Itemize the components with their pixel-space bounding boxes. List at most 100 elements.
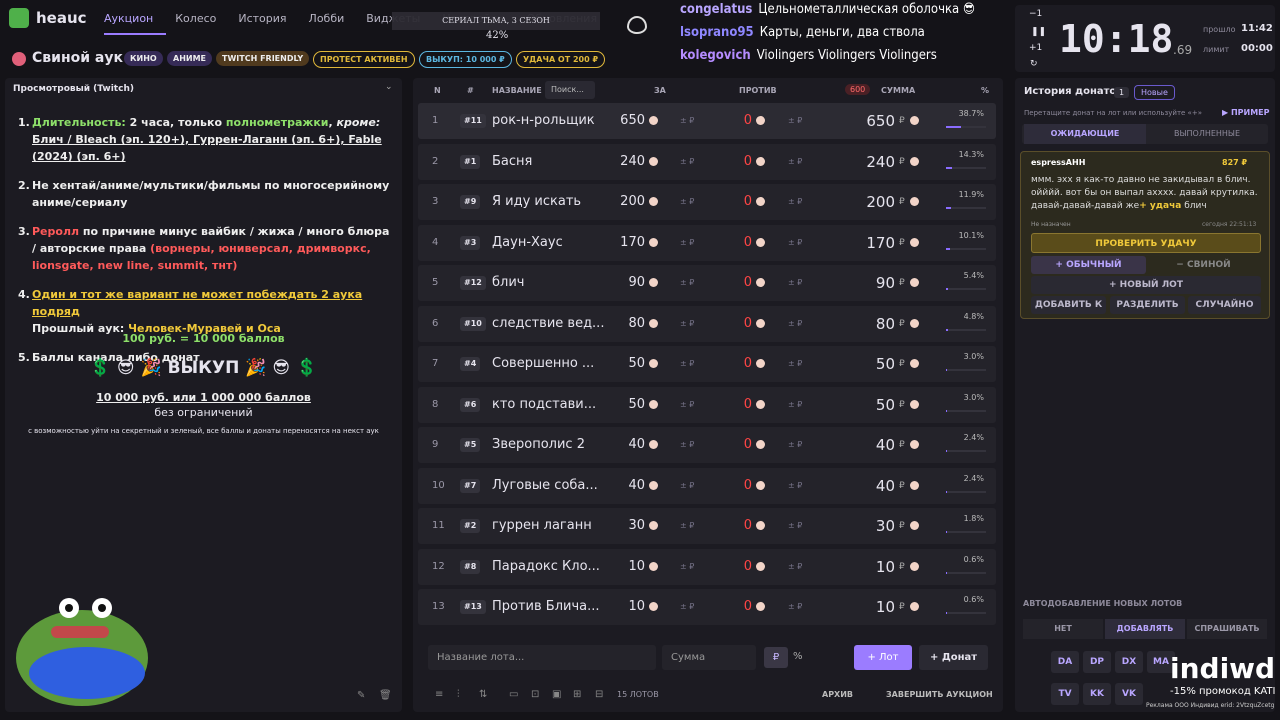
coin (756, 521, 765, 530)
rule-item: 5. Баллы канала либо донат (18, 349, 393, 366)
add-normal[interactable]: + ОБЫЧНЫЙ (1031, 256, 1146, 274)
rule-line: Один и тот же вариант не может побеждать… (32, 286, 393, 320)
against-amount: 0 (743, 518, 752, 533)
rule-number: 2. (18, 179, 30, 192)
currency-toggle[interactable]: ₽ (764, 647, 788, 668)
percent-toggle[interactable]: % (793, 651, 803, 662)
integration[interactable]: MA (1147, 651, 1175, 673)
archive[interactable]: АРХИВ (822, 690, 854, 699)
against-adjust: ± ₽ (788, 399, 803, 409)
random[interactable]: СЛУЧАЙНО (1188, 296, 1261, 314)
finish-auction[interactable]: ЗАВЕРШИТЬ АУКЦИОН (886, 690, 993, 699)
lot-row[interactable]: 8 #6 кто подстави... 50 ± ₽ 0 ± ₽ 50 ₽3.0% (418, 386, 996, 423)
chat-line: kolegovich Violingers Violingers Violinge… (680, 48, 975, 71)
new-lot[interactable]: + НОВЫЙ ЛОТ (1031, 276, 1261, 294)
toolbar-icon[interactable]: ⫶ (457, 689, 460, 700)
amount: 827 ₽ (1222, 158, 1248, 167)
minus-button[interactable]: −1 (1029, 9, 1043, 19)
lot-id: #1 (460, 154, 481, 169)
integration[interactable]: DX (1115, 651, 1143, 673)
currency: ₽ (899, 197, 905, 207)
against-adjust: ± ₽ (788, 521, 803, 530)
auto-option[interactable]: СПРАШИВАТЬ (1187, 619, 1267, 639)
auto-option[interactable]: ДОБАВЛЯТЬ (1105, 619, 1185, 639)
percent-bar (946, 369, 948, 371)
lot-row[interactable]: 2 #1 Басня 240 ± ₽ 0 ± ₽ 240 ₽14.3% (418, 143, 996, 180)
nav-tab[interactable]: Колесо (175, 12, 217, 25)
add-lot[interactable]: + Лот (854, 645, 912, 670)
search-input[interactable]: Поиск... (545, 81, 595, 99)
collapse[interactable]: ⌄ (385, 82, 393, 92)
lot-name: Зверополис 2 (492, 437, 585, 452)
currency: ₽ (899, 278, 905, 288)
auto-option[interactable]: НЕТ (1023, 619, 1103, 639)
lot-id: #5 (460, 438, 481, 452)
nav-tab[interactable]: Лобби (308, 12, 345, 25)
for-amount: 80 (628, 315, 645, 331)
column-header: % (981, 86, 990, 95)
integration[interactable]: KK (1083, 683, 1111, 705)
reset-button[interactable]: ↻ (1030, 59, 1038, 69)
example[interactable]: ▶ ПРИМЕР (1222, 108, 1270, 117)
lot-row[interactable]: 9 #5 Зверополис 2 40 ± ₽ 0 ± ₽ 40 ₽2.4% (418, 427, 996, 463)
add-donation[interactable]: + Донат (919, 645, 988, 670)
for-adjust: ± ₽ (680, 602, 695, 611)
lot-row[interactable]: 4 #3 Даун-Хаус 170 ± ₽ 0 ± ₽ 170 ₽10.1% (418, 224, 996, 261)
toolbar-icon[interactable]: ⊡ (531, 689, 540, 700)
against-adjust: ± ₽ (788, 197, 803, 206)
lot-row[interactable]: 12 #8 Парадокс Кло... 10 ± ₽ 0 ± ₽ 10 ₽0.6% (418, 548, 996, 585)
split[interactable]: РАЗДЕЛИТЬ (1110, 296, 1185, 314)
row-number: 8 (432, 398, 439, 410)
lot-row[interactable]: 7 #4 Совершенно ... 50 ± ₽ 0 ± ₽ 50 ₽3.0% (418, 346, 996, 382)
integration[interactable]: DA (1051, 651, 1079, 673)
toolbar-icon[interactable]: ⊟ (595, 689, 604, 700)
integration[interactable]: DP (1083, 651, 1111, 673)
tab-pending[interactable]: ОЖИДАЮЩИЕ (1024, 124, 1146, 144)
lot-row[interactable]: 5 #12 блич 90 ± ₽ 0 ± ₽ 90 ₽5.4% (418, 265, 996, 301)
lot-row[interactable]: 3 #9 Я иду искать 200 ± ₽ 0 ± ₽ 200 ₽11.9% (418, 184, 996, 220)
integration[interactable]: TV (1051, 683, 1079, 705)
sum-input[interactable]: Сумма (662, 645, 756, 670)
add-to[interactable]: ДОБАВИТЬ К (1031, 296, 1106, 314)
percent: 3.0% (963, 392, 984, 402)
coin (756, 440, 765, 449)
logo[interactable]: heauc (36, 9, 87, 27)
percent-bar (946, 450, 947, 452)
lot-row[interactable]: 11 #2 гуррен лаганн 30 ± ₽ 0 ± ₽ 30 ₽1.8% (418, 508, 996, 544)
subtract-pig[interactable]: − СВИНОЙ (1176, 260, 1231, 270)
lot-row[interactable]: 1 #11 рок-н-рольщик 650 ± ₽ 0 ± ₽ 650 ₽38.7% (418, 103, 996, 139)
lot-name-input[interactable]: Название лота... (428, 645, 656, 670)
rule-text: 2 часа, только (125, 116, 226, 129)
rule-item: 3. Реролл по причине минус вайбик / жижа … (18, 223, 393, 274)
buyout-price: 10 000 руб. или 1 000 000 баллов (96, 391, 311, 404)
edit-icon[interactable]: ✎ (357, 690, 366, 701)
toolbar-icon[interactable]: ≡ (435, 689, 444, 700)
toolbar-icon[interactable]: ▭ (509, 689, 519, 700)
toolbar-icon[interactable]: ▣ (552, 689, 562, 700)
toolbar-icon[interactable]: ⇅ (479, 689, 488, 700)
lot-row[interactable]: 6 #10 следствие вед... 80 ± ₽ 0 ± ₽ 80 ₽4.8% (418, 305, 996, 342)
check-luck[interactable]: ПРОВЕРИТЬ УДАЧУ (1031, 233, 1261, 253)
against-adjust: ± ₽ (788, 278, 803, 287)
for-adjust: ± ₽ (680, 116, 695, 125)
pot-badge: 600 (845, 84, 871, 95)
chat-line: congelatus Цельнометаллическая оболочка 😎 (680, 2, 975, 25)
new-filter[interactable]: Новые (1134, 85, 1175, 100)
lot-row[interactable]: 10 #7 Луговые соба... 40 ± ₽ 0 ± ₽ 40 ₽2.4% (418, 467, 996, 504)
pause-button[interactable]: ❚❚ (1031, 27, 1047, 37)
integration[interactable]: VK (1115, 683, 1143, 705)
tag: ПРОТЕСТ АКТИВЕН (313, 51, 415, 68)
nav-tab[interactable]: История (238, 12, 287, 25)
lot-name: Совершенно ... (492, 356, 595, 371)
chat-text: Карты, деньги, два ствола (759, 25, 925, 40)
lot-row[interactable]: 13 #13 Против Блича... 10 ± ₽ 0 ± ₽ 10 ₽0.6% (418, 589, 996, 625)
toolbar-icon[interactable]: ⊞ (573, 689, 582, 700)
nav-tab[interactable]: Аукцион (104, 12, 154, 25)
plus-button[interactable]: +1 (1029, 43, 1043, 53)
against-adjust: ± ₽ (788, 318, 803, 328)
heart-icon[interactable] (627, 16, 647, 34)
rule-number: 1. (18, 116, 30, 129)
coin (756, 278, 765, 287)
tab-done[interactable]: ВЫПОЛНЕННЫЕ (1173, 129, 1241, 138)
delete-icon[interactable]: 🗑 (379, 690, 392, 701)
